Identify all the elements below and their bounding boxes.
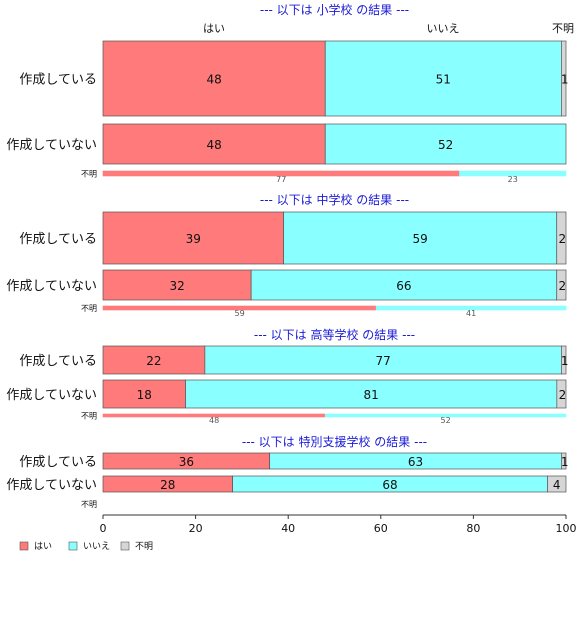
legend-label-unknown: 不明: [135, 541, 153, 552]
bar-segment-unknown: [547, 475, 567, 493]
bar-value-label: 48: [206, 73, 221, 87]
bar-value-label: 32: [169, 279, 184, 293]
x-tick-label: 100: [556, 522, 577, 535]
bar-value-label: 28: [160, 478, 175, 492]
bar-segment-no: [459, 170, 567, 177]
row-label: 作成していない: [6, 279, 97, 294]
column-header-no: いいえ: [427, 22, 460, 35]
bar-value-label: 2: [559, 279, 567, 293]
bar-value-label: 4: [553, 478, 561, 492]
bar-segment-no: [375, 305, 567, 311]
bar-segment-unknown: [561, 452, 567, 470]
x-tick-label: 40: [281, 522, 295, 535]
x-tick-label: 80: [466, 522, 480, 535]
bar-value-label: 51: [436, 73, 451, 87]
bar-value-label: 59: [234, 309, 244, 318]
row-label: 不明: [81, 304, 97, 313]
bar-value-label: 77: [276, 175, 286, 184]
legend-swatch-yes: [19, 541, 29, 551]
bar-value-label: 81: [364, 388, 379, 402]
bar-segment-no: [250, 269, 558, 301]
bar-segment-yes: [102, 211, 284, 265]
row-label: 不明: [81, 500, 97, 509]
group-title: --- 以下は 高等学校 の結果 ---: [254, 327, 415, 342]
x-tick-label: 0: [100, 522, 107, 535]
bar-value-label: 1: [561, 73, 569, 87]
bar-segment-yes: [102, 345, 206, 375]
bar-value-label: 22: [146, 354, 161, 368]
group-title: --- 以下は 小学校 の結果 ---: [260, 2, 409, 17]
bar-value-label: 2: [559, 232, 567, 246]
bar-segment-no: [204, 345, 562, 375]
bar-value-label: 52: [438, 138, 453, 152]
bar-segment-unknown: [556, 269, 567, 301]
bar-value-label: 2: [559, 388, 567, 402]
bar-value-label: 41: [466, 309, 476, 318]
bar-value-label: 59: [413, 232, 428, 246]
bar-segment-no: [324, 413, 567, 418]
group-title: --- 以下は 中学校 の結果 ---: [260, 192, 409, 207]
row-label: 不明: [81, 412, 97, 421]
bar-value-label: 48: [206, 138, 221, 152]
bar-value-label: 63: [408, 455, 423, 469]
bar-value-label: 23: [508, 175, 518, 184]
bar-segment-unknown: [561, 345, 567, 375]
bar-segment-unknown: [556, 211, 567, 265]
x-tick-label: 20: [189, 522, 203, 535]
row-label: 作成していない: [6, 478, 97, 493]
bar-value-label: 18: [137, 388, 152, 402]
row-label: 作成していない: [6, 388, 97, 403]
bar-segment-unknown: [561, 40, 567, 117]
legend-label-no: いいえ: [83, 541, 110, 552]
row-label: 作成している: [19, 232, 97, 247]
bar-value-label: 48: [209, 416, 219, 425]
x-tick-label: 60: [374, 522, 388, 535]
column-header-yes: はい: [203, 22, 225, 35]
bar-value-label: 52: [441, 416, 451, 425]
bar-segment-no: [324, 123, 567, 165]
bar-value-label: 1: [561, 354, 569, 368]
bar-segment-no: [185, 379, 558, 409]
column-header-unknown: 不明: [552, 22, 574, 35]
row-label: 作成している: [19, 354, 97, 369]
legend-swatch-no: [68, 541, 78, 551]
bar-segment-yes: [102, 40, 326, 117]
bar-segment-yes: [102, 269, 252, 301]
legend-label-yes: はい: [34, 541, 52, 552]
bar-value-label: 36: [179, 455, 194, 469]
bar-segment-no: [283, 211, 558, 265]
bar-value-label: 68: [382, 478, 397, 492]
row-label: 作成していない: [6, 138, 97, 153]
group-title: --- 以下は 特別支援学校 の結果 ---: [242, 434, 427, 449]
row-label: 作成している: [19, 73, 97, 88]
bar-value-label: 66: [396, 279, 411, 293]
bar-value-label: 77: [375, 354, 390, 368]
row-label: 不明: [81, 170, 97, 179]
legend-swatch-unknown: [120, 541, 130, 551]
bar-value-label: 39: [186, 232, 201, 246]
row-label: 作成している: [19, 455, 97, 470]
bar-segment-no: [324, 40, 562, 117]
bar-value-label: 1: [561, 455, 569, 469]
bar-segment-unknown: [556, 379, 567, 409]
